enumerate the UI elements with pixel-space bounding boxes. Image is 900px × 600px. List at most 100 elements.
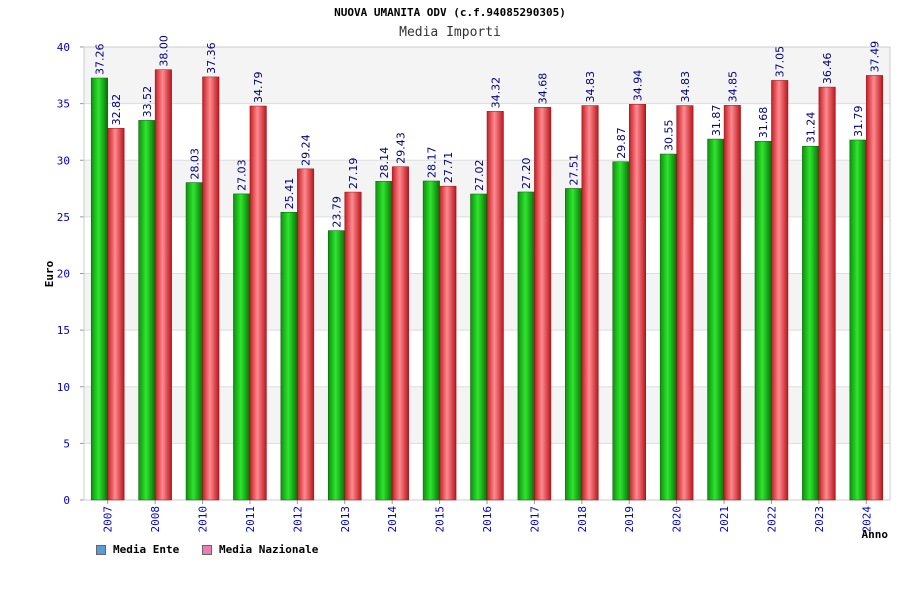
bar-media-nazionale bbox=[202, 76, 220, 501]
bar-media-nazionale bbox=[581, 105, 599, 501]
legend-item-media-nazionale: Media Nazionale bbox=[202, 543, 318, 556]
value-label-media-ente: 31.79 bbox=[852, 105, 865, 137]
bar-media-nazionale bbox=[439, 185, 457, 501]
bar-media-nazionale bbox=[534, 106, 552, 501]
value-label-media-nazionale: 37.36 bbox=[205, 42, 218, 74]
y-tick-label: 15 bbox=[57, 324, 70, 337]
bar-media-nazionale bbox=[344, 191, 362, 501]
bar-media-ente bbox=[707, 138, 725, 501]
bar-media-ente bbox=[612, 161, 630, 501]
value-label-media-nazionale: 29.43 bbox=[394, 132, 407, 164]
bar-media-ente bbox=[517, 191, 535, 501]
value-label-media-ente: 27.51 bbox=[568, 154, 581, 186]
value-label-media-ente: 33.52 bbox=[141, 86, 154, 118]
bar-media-nazionale bbox=[297, 168, 315, 501]
value-label-media-ente: 28.14 bbox=[378, 147, 391, 179]
bar-media-ente bbox=[849, 139, 867, 501]
x-tick-label: 2016 bbox=[481, 506, 494, 533]
y-tick-label: 20 bbox=[57, 268, 70, 281]
bar-media-ente bbox=[422, 180, 440, 501]
legend-label-media-ente: Media Ente bbox=[113, 543, 180, 556]
x-tick-label: 2007 bbox=[102, 506, 115, 533]
value-label-media-nazionale: 34.83 bbox=[679, 71, 692, 103]
bar-media-ente bbox=[565, 188, 583, 501]
bar-media-nazionale bbox=[154, 69, 172, 501]
bar-media-ente bbox=[375, 181, 393, 501]
value-label-media-ente: 25.41 bbox=[283, 178, 296, 210]
legend-label-media-nazionale: Media Nazionale bbox=[219, 543, 319, 556]
value-label-media-nazionale: 34.83 bbox=[584, 71, 597, 103]
value-label-media-nazionale: 34.85 bbox=[726, 71, 739, 103]
value-label-media-ente: 28.17 bbox=[425, 146, 438, 178]
value-label-media-nazionale: 29.24 bbox=[300, 134, 313, 166]
value-label-media-ente: 31.68 bbox=[757, 107, 770, 139]
bar-media-nazionale bbox=[628, 104, 646, 501]
bar-media-ente bbox=[328, 230, 346, 501]
x-tick-label: 2021 bbox=[718, 506, 731, 533]
value-label-media-ente: 31.87 bbox=[710, 105, 723, 137]
bar-media-ente bbox=[90, 77, 108, 501]
y-tick-label: 10 bbox=[57, 381, 70, 394]
value-label-media-ente: 27.03 bbox=[236, 159, 249, 191]
value-label-media-nazionale: 27.71 bbox=[442, 152, 455, 184]
value-label-media-nazionale: 34.79 bbox=[252, 72, 265, 104]
x-tick-label: 2019 bbox=[623, 506, 636, 533]
y-tick-label: 35 bbox=[57, 98, 70, 111]
x-tick-label: 2018 bbox=[576, 506, 589, 533]
value-label-media-nazionale: 34.32 bbox=[489, 77, 502, 109]
y-tick-label: 0 bbox=[63, 494, 70, 507]
y-axis-label: Euro bbox=[43, 260, 56, 287]
bar-media-ente bbox=[280, 211, 298, 501]
chart-title: NUOVA UMANITA ODV (c.f.94085290305) bbox=[334, 6, 566, 19]
value-label-media-ente: 37.26 bbox=[93, 44, 106, 76]
value-label-media-nazionale: 38.00 bbox=[157, 35, 170, 67]
value-label-media-nazionale: 36.46 bbox=[821, 53, 834, 85]
y-tick-label: 5 bbox=[63, 437, 70, 450]
value-label-media-nazionale: 34.94 bbox=[631, 70, 644, 102]
x-tick-label: 2011 bbox=[244, 506, 257, 533]
value-label-media-nazionale: 37.49 bbox=[869, 41, 882, 73]
x-tick-label: 2013 bbox=[339, 506, 352, 533]
bar-media-nazionale bbox=[866, 75, 884, 501]
x-tick-label: 2010 bbox=[197, 506, 210, 533]
value-label-media-ente: 30.55 bbox=[662, 120, 675, 152]
value-label-media-ente: 23.79 bbox=[331, 196, 344, 228]
bar-media-nazionale bbox=[249, 105, 267, 501]
bar-media-ente bbox=[233, 193, 251, 501]
y-tick-label: 25 bbox=[57, 211, 70, 224]
value-label-media-nazionale: 27.19 bbox=[347, 158, 360, 190]
bar-media-ente bbox=[470, 193, 488, 501]
bar-media-nazionale bbox=[771, 80, 789, 501]
value-label-media-nazionale: 32.82 bbox=[110, 94, 123, 126]
bar-media-nazionale bbox=[486, 111, 504, 501]
x-tick-label: 2012 bbox=[291, 506, 304, 533]
x-tick-label: 2024 bbox=[860, 506, 873, 533]
bar-media-ente bbox=[659, 153, 677, 501]
value-label-media-ente: 27.20 bbox=[520, 157, 533, 189]
value-label-media-nazionale: 34.68 bbox=[537, 73, 550, 105]
bar-media-nazionale bbox=[391, 166, 409, 501]
value-label-media-ente: 31.24 bbox=[805, 112, 818, 144]
x-tick-label: 2015 bbox=[434, 506, 447, 533]
legend-swatch-media-nazionale bbox=[202, 544, 212, 555]
value-label-media-ente: 28.03 bbox=[188, 148, 201, 180]
x-axis-label: Anno bbox=[862, 528, 889, 541]
bar-media-ente bbox=[138, 120, 156, 501]
legend-swatch-media-ente bbox=[96, 544, 106, 555]
bar-media-nazionale bbox=[818, 86, 836, 501]
bar-media-nazionale bbox=[723, 105, 741, 501]
y-tick-label: 30 bbox=[57, 154, 70, 167]
value-label-media-ente: 29.87 bbox=[615, 127, 628, 159]
legend-item-media-ente: Media Ente bbox=[96, 543, 179, 556]
value-label-media-ente: 27.02 bbox=[473, 159, 486, 191]
x-tick-label: 2014 bbox=[386, 506, 399, 533]
bar-media-nazionale bbox=[107, 128, 125, 501]
chart-subtitle: Media Importi bbox=[399, 25, 501, 40]
bar-media-nazionale bbox=[676, 105, 694, 501]
x-tick-label: 2022 bbox=[765, 506, 778, 533]
x-tick-label: 2017 bbox=[528, 506, 541, 533]
bar-media-ente bbox=[802, 145, 820, 501]
x-tick-label: 2020 bbox=[671, 506, 684, 533]
bar-media-ente bbox=[754, 140, 772, 501]
